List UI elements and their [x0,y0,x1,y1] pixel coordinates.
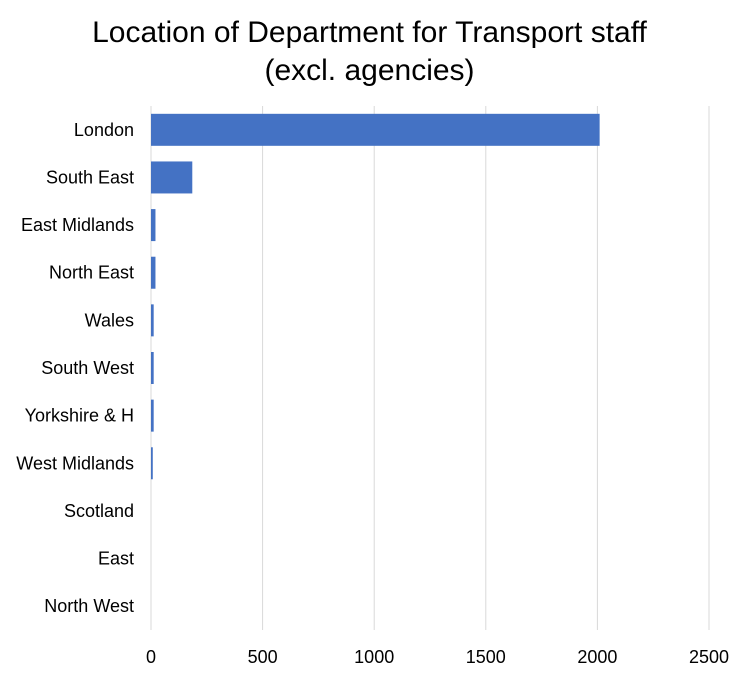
category-labels: London South East East Midlands North East W… [16,120,134,616]
category-label: Scotland [64,501,134,521]
chart-title-line-1: Location of Department for Transport sta… [92,16,647,49]
x-tick-label: 1500 [466,647,506,667]
gridlines [150,106,710,630]
bars [151,113,600,480]
x-tick-label: 0 [146,647,156,667]
chart-title: Location of Department for Transport sta… [0,14,739,90]
bar-south-west [151,352,154,384]
category-label: London [74,120,134,140]
category-label: Yorkshire & H [25,406,134,426]
category-label: North West [44,596,134,616]
category-label: East Midlands [21,215,134,235]
x-tick-label: 2000 [577,647,617,667]
x-tick-label: 1000 [354,647,394,667]
category-label: South East [46,167,134,187]
x-tick-label: 500 [248,647,278,667]
bar-north-east [151,256,156,289]
category-label: North East [49,263,134,283]
bar-east-midlands [151,209,156,242]
category-label: East [98,549,134,569]
bar-south-east [151,161,193,194]
category-label: South West [41,358,134,378]
category-label: Wales [85,310,134,330]
x-tick-label: 2500 [689,647,729,667]
x-axis-tick-labels: 0 500 1000 1500 2000 2500 [146,647,729,667]
chart-title-line-2: (excl. agencies) [264,54,475,87]
category-label: West Midlands [16,453,134,473]
bar-west-midlands [151,447,153,480]
bar-yorkshire-h [151,399,154,432]
bar-london [151,113,600,146]
bar-wales [151,304,154,337]
